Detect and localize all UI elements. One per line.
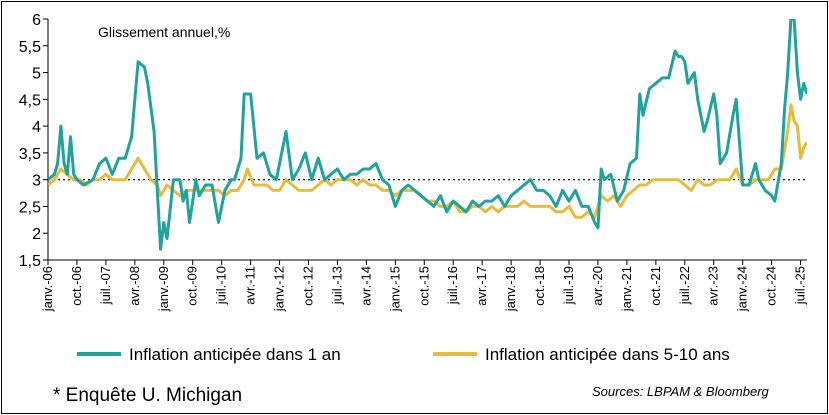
chart-axes: 1,5 2 2,5 3 3,5 4 4,5 5 5,5 6 janv.-06 oct.-06 juil.… <box>19 12 808 312</box>
legend-label-5-10ans: Inflation anticipée dans 5-10 ans <box>485 345 730 364</box>
x-tick-label: janv.-12 <box>272 266 287 312</box>
x-tick-label: juil.-22 <box>677 266 692 305</box>
x-tick-label: juil.-25 <box>793 266 808 305</box>
x-tick-label: oct.-12 <box>301 266 316 306</box>
x-tick-label: janv.-15 <box>387 266 402 312</box>
y-tick-label: 2 <box>32 226 41 243</box>
x-tick-label: oct.-24 <box>764 266 779 306</box>
x-tick-label: avr.-14 <box>358 266 373 306</box>
x-tick-label: oct.-09 <box>185 266 200 306</box>
series-line-1an <box>48 19 807 251</box>
x-tick-label: oct.-06 <box>69 266 84 306</box>
x-tick-label: avr.-17 <box>474 266 489 306</box>
y-tick-label: 2,5 <box>19 199 41 216</box>
y-tick-label: 5 <box>32 66 41 83</box>
source-note: Sources: LBPAM & Bloomberg <box>592 384 770 399</box>
x-tick-label: janv.-09 <box>156 266 171 312</box>
y-tick-label: 3 <box>32 173 41 190</box>
x-tick-label: janv.-18 <box>503 266 518 312</box>
y-tick-label: 6 <box>32 12 41 29</box>
x-tick-label: juil.-10 <box>214 266 229 305</box>
x-tick-label: avr.-20 <box>590 266 605 306</box>
x-tick-label: avr.-08 <box>127 266 142 306</box>
chart-subtitle: Glissement annuel,% <box>98 24 230 40</box>
x-tick-label: avr.-23 <box>706 266 721 306</box>
y-tick-label: 4,5 <box>19 92 41 109</box>
y-tick-label: 4 <box>32 119 41 136</box>
x-tick-label: janv.-24 <box>735 266 750 312</box>
x-tick-label: oct.-21 <box>648 266 663 306</box>
x-tick-label: oct.-18 <box>532 266 547 306</box>
x-tick-label: juil.-19 <box>561 266 576 305</box>
y-tick-label: 5,5 <box>19 39 41 56</box>
y-tick-label: 1,5 <box>19 253 41 270</box>
survey-footnote: * Enquête U. Michigan <box>53 385 242 406</box>
x-tick-label: juil.-16 <box>445 266 460 305</box>
legend: Inflation anticipée dans 1 an Inflation … <box>77 345 730 364</box>
x-tick-label: janv.-06 <box>40 266 55 312</box>
series-lines <box>48 19 807 251</box>
y-tick-label: 3,5 <box>19 146 41 163</box>
x-tick-label: avr.-11 <box>243 266 258 305</box>
x-tick-label: juil.-07 <box>98 266 113 305</box>
series-line-5-10ans <box>48 103 807 219</box>
x-tick-label: oct.-15 <box>416 266 431 306</box>
legend-label-1an: Inflation anticipée dans 1 an <box>129 345 341 364</box>
x-tick-label: juil.-13 <box>329 266 344 305</box>
x-tick-label: janv.-21 <box>619 266 634 312</box>
